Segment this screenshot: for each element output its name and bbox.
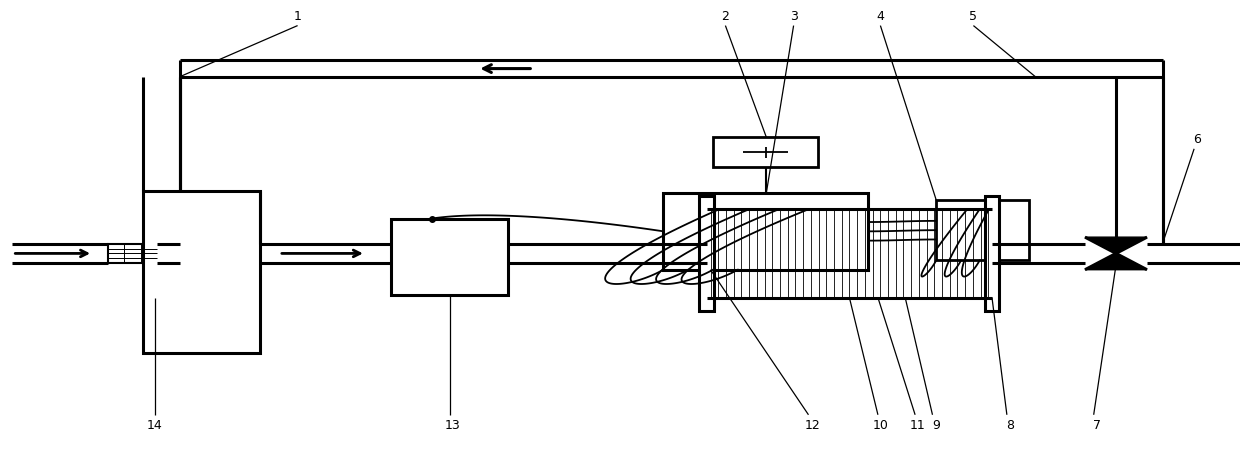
Bar	[699, 196, 714, 311]
Text: 4: 4	[877, 10, 884, 23]
Text: 13: 13	[445, 419, 460, 432]
Bar	[391, 219, 508, 295]
Bar	[663, 193, 868, 270]
Text: 2: 2	[722, 10, 729, 23]
Bar	[936, 200, 1029, 260]
Text: 12: 12	[805, 419, 820, 432]
Text: 7: 7	[1094, 419, 1101, 432]
Bar	[108, 244, 157, 263]
Text: 8: 8	[1007, 419, 1014, 432]
Bar	[985, 196, 999, 311]
Polygon shape	[1085, 253, 1147, 270]
Text: 1: 1	[294, 10, 301, 23]
Text: 14: 14	[148, 419, 162, 432]
Text: 5: 5	[970, 10, 977, 23]
Bar	[713, 137, 818, 167]
Text: 3: 3	[790, 10, 797, 23]
Text: 11: 11	[910, 419, 925, 432]
Polygon shape	[1085, 237, 1147, 253]
Bar	[143, 191, 260, 353]
Text: 9: 9	[932, 419, 940, 432]
Text: 10: 10	[873, 419, 888, 432]
Text: 6: 6	[1193, 133, 1200, 146]
